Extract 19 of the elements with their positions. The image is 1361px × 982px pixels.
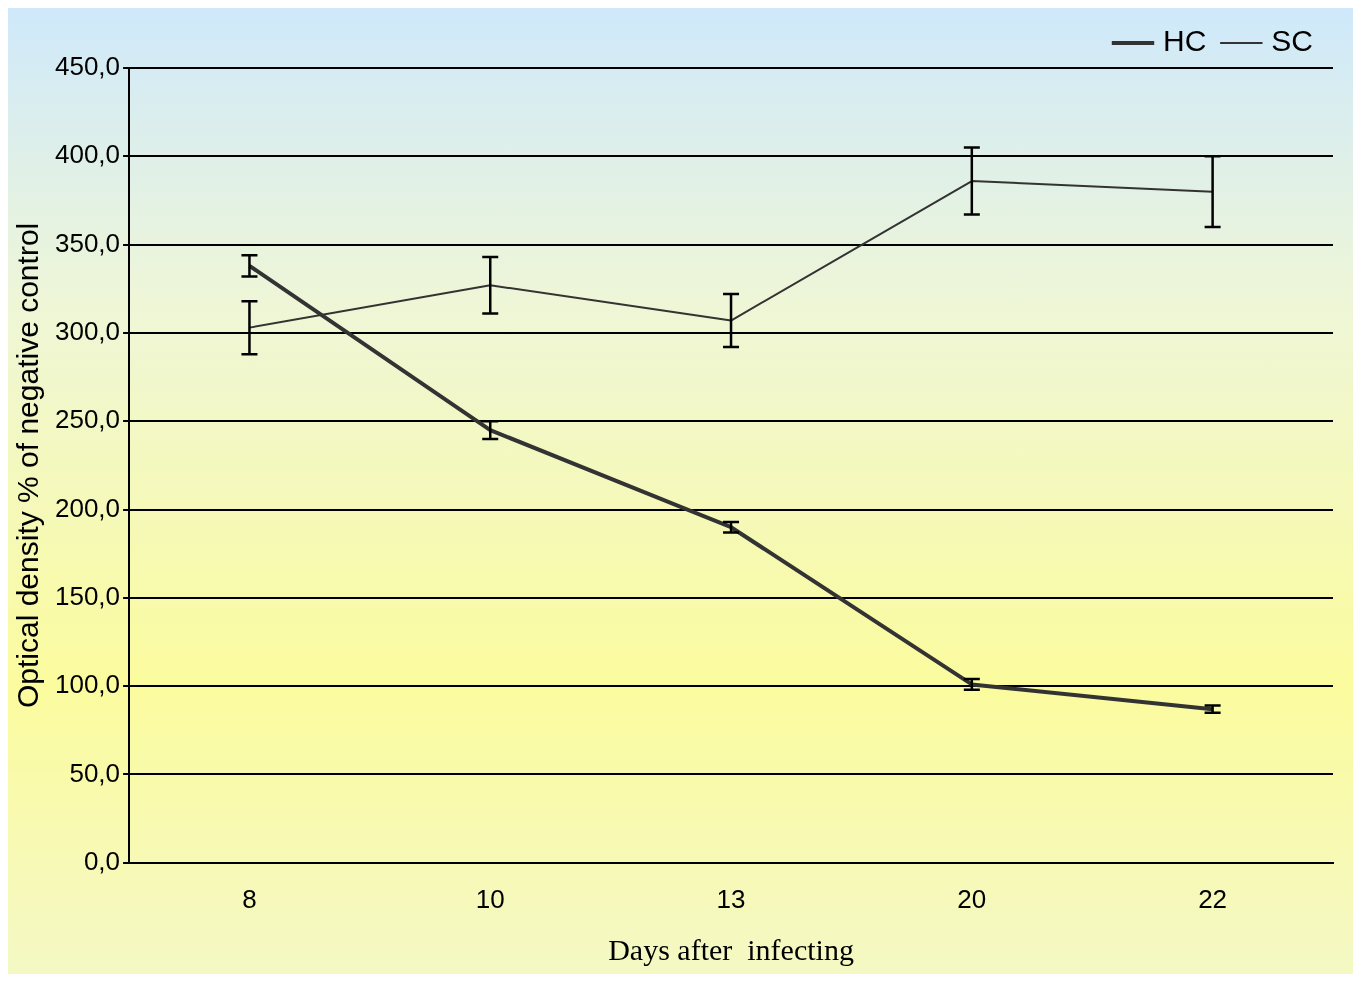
y-tick-label: 400,0 [54,139,121,170]
y-axis-title: Optical density % of negative control [11,222,45,709]
y-tick-label: 50,0 [69,757,121,788]
x-tick-label: 10 [475,883,505,914]
y-tick-label: 300,0 [54,316,121,347]
y-tick-label: 150,0 [54,581,121,612]
y-tick-label: 100,0 [54,669,121,700]
legend-label: SC [1271,24,1314,58]
y-tick-label: 0,0 [83,845,121,876]
x-tick-label: 8 [242,883,257,914]
x-axis-title: Days after infecting [608,932,854,966]
x-tick-label: 13 [716,883,746,914]
y-tick-label: 200,0 [54,492,121,523]
legend-label: HC [1163,24,1207,58]
y-tick-label: 350,0 [54,227,121,258]
y-tick-label: 450,0 [54,51,121,82]
x-tick-label: 20 [957,883,987,914]
y-tick-label: 250,0 [54,404,121,435]
x-tick-label: 22 [1198,883,1228,914]
